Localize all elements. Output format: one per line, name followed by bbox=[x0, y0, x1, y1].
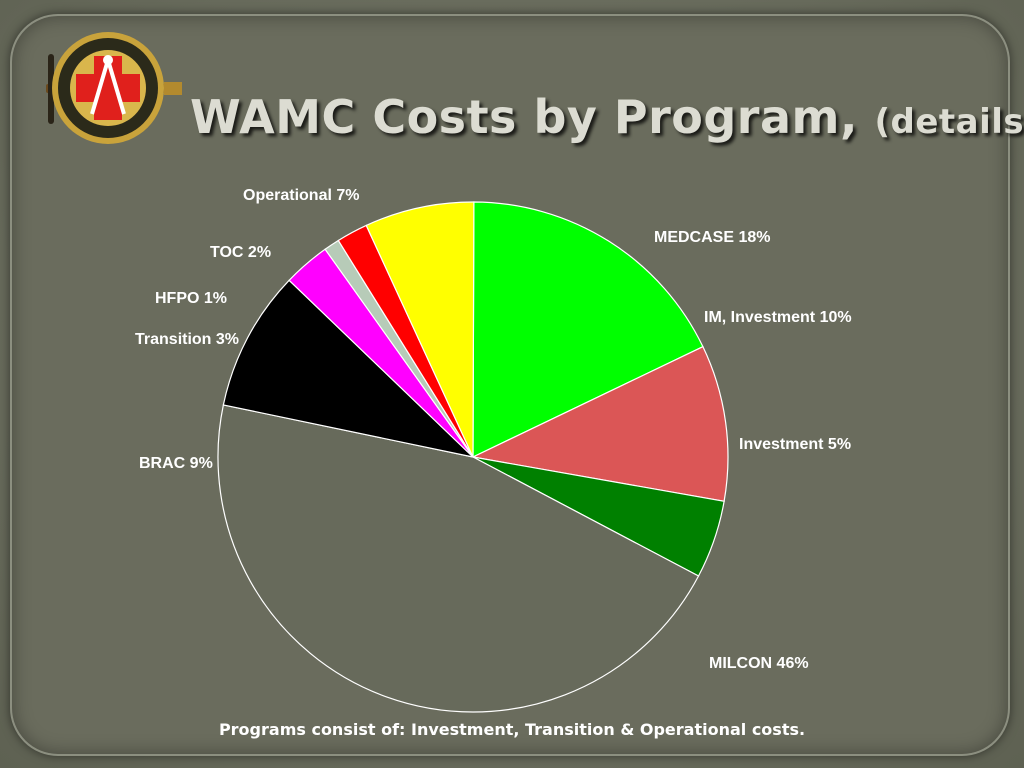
footnote: Programs consist of: Investment, Transit… bbox=[218, 720, 806, 739]
pie-slice-milcon bbox=[217, 404, 700, 713]
pie-label-im-investment: IM, Investment 10% bbox=[704, 309, 852, 326]
pie-label-milcon: MILCON 46% bbox=[709, 655, 809, 672]
pie-label-investment: Investment 5% bbox=[739, 436, 852, 453]
army-seal-icon bbox=[46, 32, 182, 144]
pie-label-transition: Transition 3% bbox=[135, 331, 240, 348]
pie-label-brac: BRAC 9% bbox=[139, 455, 213, 472]
pie-slice-operational bbox=[365, 201, 475, 458]
pie-slice-brac bbox=[222, 279, 475, 459]
pie-label-operational: Operational 7% bbox=[243, 187, 360, 204]
pie-label-hfpo: HFPO 1% bbox=[155, 290, 228, 307]
pie-label-toc: TOC 2% bbox=[210, 244, 272, 261]
pie-slice-im-investment bbox=[471, 345, 729, 502]
title-main: WAMC Costs by Program, bbox=[190, 90, 858, 144]
pie-slice-medcase bbox=[472, 201, 704, 458]
pie-label-medcase: MEDCASE 18% bbox=[654, 229, 771, 246]
title-suffix: (details) bbox=[874, 102, 1024, 142]
page-title: WAMC Costs by Program, (details) bbox=[190, 90, 1024, 144]
